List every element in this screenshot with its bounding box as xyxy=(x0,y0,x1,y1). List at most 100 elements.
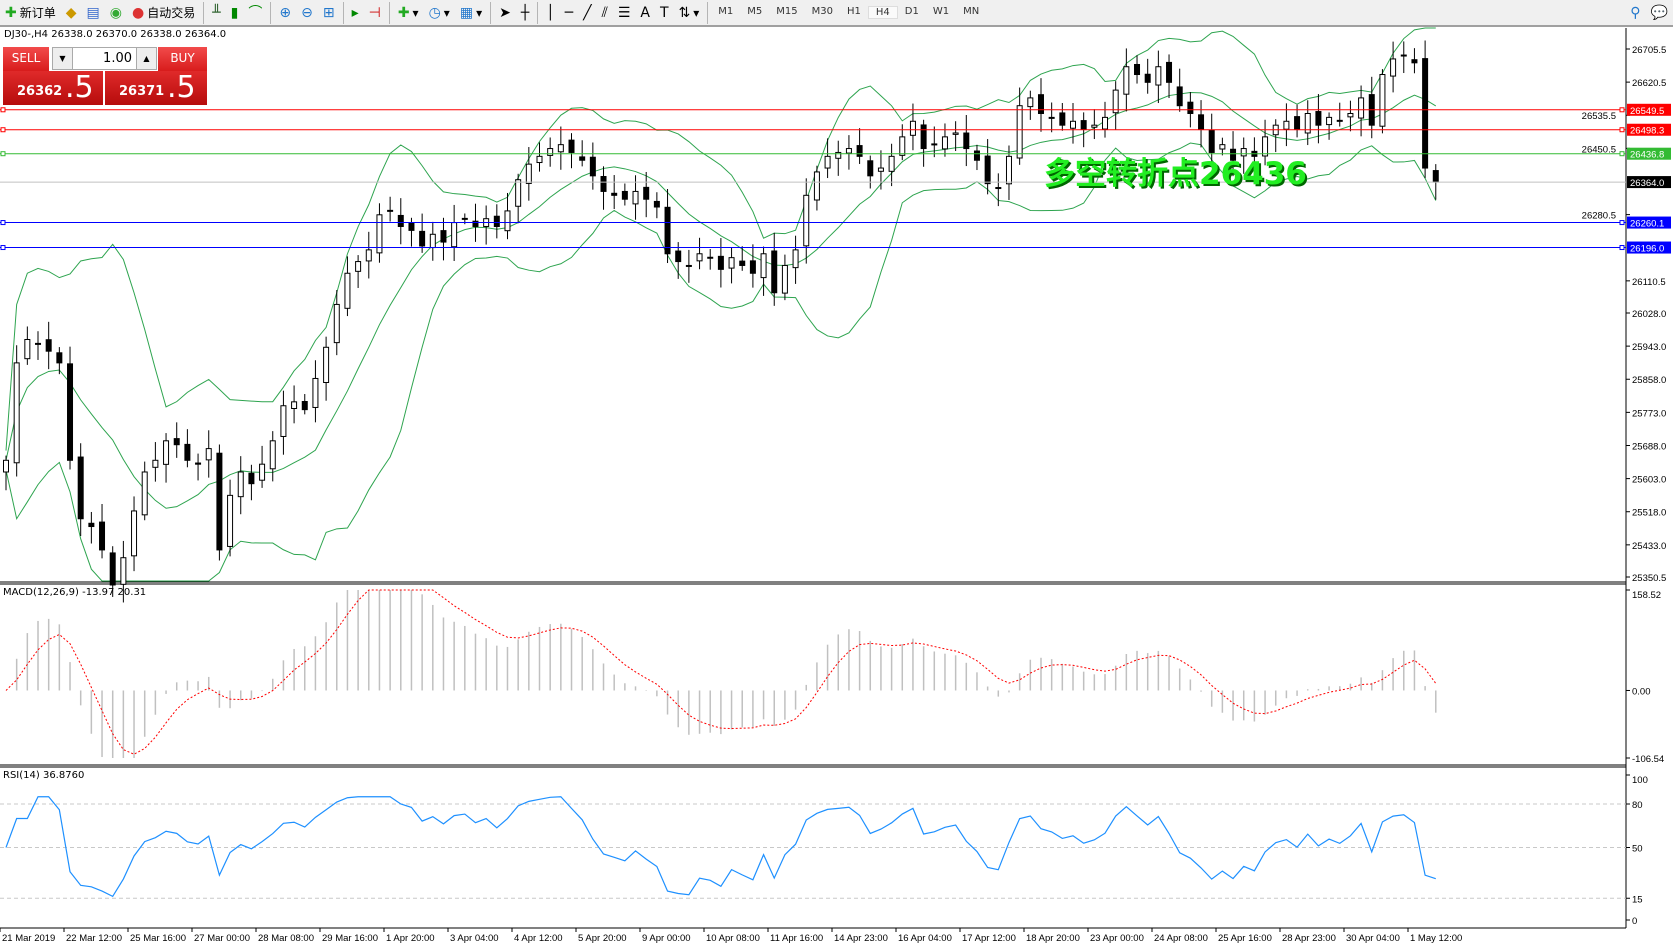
chart-canvas[interactable]: 26705.5 26620.5 26535.5 26450.5 26280.5 26110… xyxy=(0,27,1673,948)
chat-button[interactable]: 💬 xyxy=(1646,1,1673,24)
level-handle xyxy=(1619,245,1625,251)
volume-stepper[interactable]: ▼ 1.00 ▲ xyxy=(52,47,157,70)
trendline-button[interactable]: ╱ xyxy=(578,1,596,24)
candle-body xyxy=(643,186,650,200)
candle-body xyxy=(973,150,980,161)
candle-body xyxy=(259,463,266,481)
candle-body xyxy=(664,206,671,255)
new-order-button[interactable]: ✚ 新订单 xyxy=(5,4,56,21)
cursor-button[interactable]: ➤ xyxy=(494,1,516,24)
candle-body xyxy=(920,124,927,150)
timeframe-m15[interactable]: M15 xyxy=(776,6,798,17)
timeframe-h1[interactable]: H1 xyxy=(847,6,861,17)
candle-body xyxy=(152,459,159,468)
chart-title: DJ30-,H4 26338.0 26370.0 26338.0 26364.0 xyxy=(4,29,227,40)
candle-body xyxy=(45,339,52,352)
line-chart-button[interactable]: ⌒ xyxy=(243,1,267,24)
crosshair-icon: ┼ xyxy=(520,4,530,21)
tile-windows-button[interactable]: ⊞ xyxy=(318,1,340,24)
time-label: 1 May 12:00 xyxy=(1410,933,1462,944)
candle-body xyxy=(1102,116,1109,130)
price-level-label: 26260.1 xyxy=(1630,219,1664,230)
candle-body xyxy=(579,156,586,161)
text-label-button[interactable]: T xyxy=(655,1,674,24)
candle-body xyxy=(867,160,874,177)
bar-chart-button[interactable]: ╨ xyxy=(207,1,225,24)
time-label: 10 Apr 08:00 xyxy=(706,933,760,944)
zoom-in-button[interactable]: ⊕ xyxy=(274,1,296,24)
toolbar: ✚ 新订单 ◆ ▤ ◉ ● 自动交易 ╨ ▮ ⌒ ⊕ ⊖ ⊞ ▸ ⊣ ✚ ▾ ◷ ▾ ▦… xyxy=(0,0,1673,27)
candle-body xyxy=(333,303,340,344)
time-label: 29 Mar 16:00 xyxy=(322,933,378,944)
bollinger-upper xyxy=(5,27,1436,451)
time-label: 28 Apr 23:00 xyxy=(1282,933,1336,944)
candle-body xyxy=(739,260,746,266)
signals-button[interactable]: ◉ xyxy=(105,1,127,24)
timeframe-w1[interactable]: W1 xyxy=(932,6,950,17)
bid-price[interactable]: 26362.5 xyxy=(3,70,103,105)
candle-body xyxy=(355,261,362,272)
candle-body xyxy=(237,471,244,498)
candle-body xyxy=(1080,120,1087,130)
volume-increase-button[interactable]: ▲ xyxy=(136,48,156,69)
candle-body xyxy=(803,194,810,247)
timeframe-m5[interactable]: M5 xyxy=(747,6,763,17)
crosshair-button[interactable]: ┼ xyxy=(516,1,534,24)
dropdown-arrow-icon: ▾ xyxy=(476,5,483,20)
candle-body xyxy=(1027,97,1034,108)
candle-body xyxy=(291,401,298,409)
candle-body xyxy=(301,401,308,411)
volume-input[interactable]: 1.00 xyxy=(103,51,132,66)
candle-body xyxy=(227,494,234,547)
timeframe-d1[interactable]: D1 xyxy=(904,6,919,17)
timeframe-mn[interactable]: MN xyxy=(963,6,980,17)
text-button[interactable]: A xyxy=(635,1,655,24)
arrows-button[interactable]: ⇅ ▾ xyxy=(674,1,705,24)
candle-body xyxy=(1230,148,1237,161)
periods-icon: ◷ xyxy=(428,4,441,21)
indicators-button[interactable]: ✚ ▾ xyxy=(393,1,424,24)
timeframe-m1[interactable]: M1 xyxy=(718,6,734,17)
time-label: 4 Apr 12:00 xyxy=(514,933,563,944)
buy-button[interactable]: BUY xyxy=(158,47,207,71)
autoscroll-button[interactable]: ▸ xyxy=(347,1,364,24)
price-level-tag xyxy=(1627,216,1671,229)
level-handle xyxy=(0,151,6,157)
vertical-line-button[interactable]: │ xyxy=(541,1,559,24)
equidistant-channel-icon: ⫽ xyxy=(601,4,608,21)
candle-body xyxy=(888,155,895,172)
candle-body xyxy=(3,459,9,473)
candle-body xyxy=(1048,116,1055,119)
timeframe-h4[interactable]: H4 xyxy=(867,6,898,19)
zoom-out-button[interactable]: ⊖ xyxy=(296,1,318,24)
candle-body xyxy=(56,352,63,364)
sell-button[interactable]: SELL xyxy=(3,47,49,71)
candle-body xyxy=(109,552,116,586)
navigator-icon: ▤ xyxy=(86,4,100,21)
channel-button[interactable]: ⫽ xyxy=(597,1,613,24)
search-button[interactable]: ⚲ xyxy=(1625,1,1645,24)
volume-decrease-button[interactable]: ▼ xyxy=(53,48,73,69)
chart-shift-button[interactable]: ⊣ xyxy=(364,1,386,24)
level-handle xyxy=(1619,107,1625,113)
price-level-tag xyxy=(1627,241,1671,254)
horizontal-line-button[interactable]: ─ xyxy=(560,1,578,24)
level-handle xyxy=(1619,151,1625,157)
ask-price[interactable]: 26371.5 xyxy=(105,70,207,105)
navigator-button[interactable]: ▤ xyxy=(82,1,105,24)
search-icon: ⚲ xyxy=(1630,4,1641,21)
templates-button[interactable]: ▦ ▾ xyxy=(455,1,487,24)
market-watch-button[interactable]: ◆ xyxy=(61,1,82,24)
candle-body xyxy=(408,222,415,231)
fibonacci-button[interactable]: ☰ xyxy=(613,1,636,24)
auto-trading-button[interactable]: ● 自动交易 xyxy=(131,4,196,21)
candle-body xyxy=(1262,136,1269,157)
candlestick-button[interactable]: ▮ xyxy=(226,1,244,24)
candle-body xyxy=(280,405,287,437)
line-chart-icon: ⌒ xyxy=(248,4,263,21)
candle-body xyxy=(771,250,778,294)
periods-button[interactable]: ◷ ▾ xyxy=(424,1,455,24)
timeframe-m30[interactable]: M30 xyxy=(811,6,834,17)
candle-body xyxy=(1176,86,1183,107)
price-tick-label: 25350.5 xyxy=(1632,573,1666,584)
